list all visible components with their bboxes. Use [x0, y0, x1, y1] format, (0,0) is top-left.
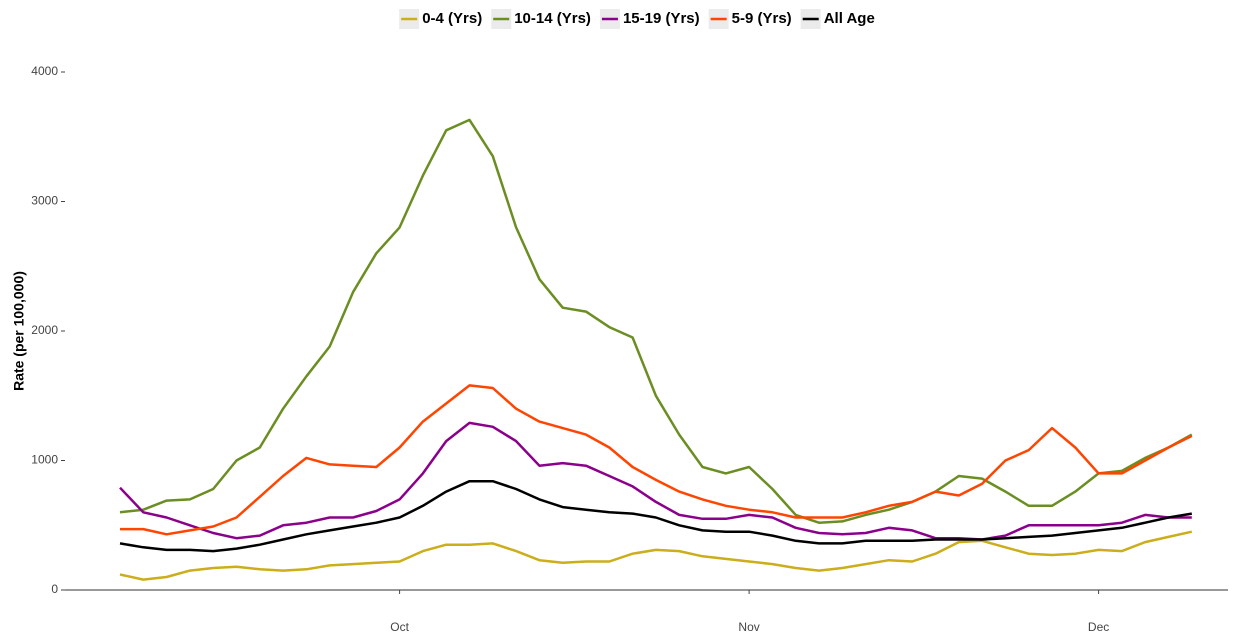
series-line [119, 421, 1192, 541]
legend-label: 10-14 (Yrs) [514, 10, 591, 27]
x-tick-label: Dec [1088, 620, 1109, 634]
legend-label: All Age [824, 10, 875, 27]
x-tick-label: Oct [390, 620, 409, 634]
y-axis-title: Rate (per 100,000) [11, 271, 27, 391]
y-tick-label: 2000 [31, 323, 58, 337]
y-tick-label: 0 [51, 582, 58, 596]
legend-label: 15-19 (Yrs) [623, 10, 700, 27]
legend-label: 5-9 (Yrs) [732, 10, 792, 27]
y-tick-label: 4000 [31, 64, 58, 78]
legend-label: 0-4 (Yrs) [422, 10, 482, 27]
y-tick-label: 3000 [31, 194, 58, 208]
x-tick-label: Nov [738, 620, 759, 634]
series-line [119, 530, 1193, 581]
series-line [119, 118, 1193, 524]
series-line [119, 479, 1193, 553]
series-line [120, 384, 1193, 536]
y-tick-label: 1000 [31, 453, 58, 467]
